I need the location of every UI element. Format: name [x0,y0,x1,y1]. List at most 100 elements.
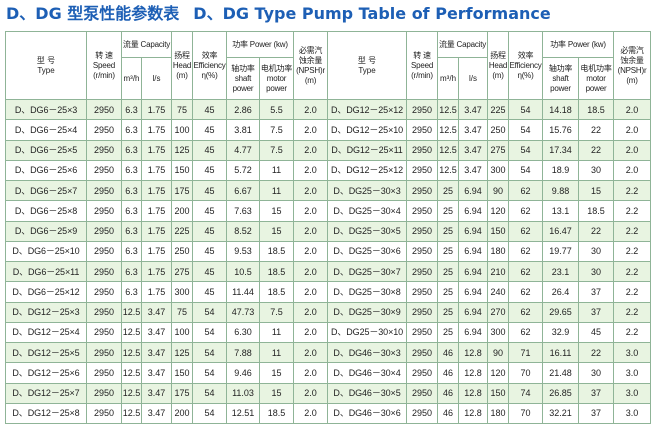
cell-right-shaft-power: 21.48 [542,362,580,384]
cell-left-speed: 2950 [86,321,122,344]
cell-right-npsh: 2.2 [613,301,652,323]
cell-right-model: D、DG25－30×5 [327,220,408,242]
cell-right-speed: 2950 [406,179,439,202]
cell-right-capacity-ls: 3.47 [458,98,489,121]
cell-right-motor-power: 37 [578,402,615,425]
cell-right-npsh: 3.0 [613,362,652,384]
cell-right-model: D、DG46－30×5 [327,382,408,404]
cell-right-motor-power: 37 [578,281,615,303]
table-row: D、DG12－25×3 2950 12.5 3.47 75 54 47.73 7.5 2.0 D、… [5,301,652,323]
cell-right-npsh: 2.0 [613,98,652,121]
header-shaft-left: 轴功率 shaft power [226,57,260,100]
cell-right-motor-power: 45 [578,321,615,344]
cell-right-shaft-power: 26.4 [542,281,580,303]
cell-left-capacity-m3h: 12.5 [121,402,142,425]
cell-right-capacity-m3h: 25 [437,301,460,323]
cell-left-npsh: 2.0 [293,260,329,283]
table-row: D、DG6－25×12 2950 6.3 1.75 300 45 11.44 18.5 2.0 D… [5,281,652,303]
cell-right-model: D、DG25－30×10 [327,321,408,344]
cell-right-npsh: 2.0 [613,119,652,141]
cell-right-speed: 2950 [406,260,439,283]
cell-right-capacity-m3h: 25 [437,281,460,303]
table-row: D、DG12－25×4 2950 12.5 3.47 100 54 6.30 11 2.0 D、D… [5,321,652,344]
cell-right-motor-power: 22 [578,139,615,161]
cell-right-shaft-power: 18.9 [542,159,580,182]
cell-right-shaft-power: 19.77 [542,240,580,263]
cell-left-capacity-m3h: 12.5 [121,362,142,384]
cell-left-shaft-power: 7.63 [226,200,260,222]
cell-left-speed: 2950 [86,98,122,121]
cell-right-shaft-power: 16.11 [542,341,580,364]
cell-right-motor-power: 30 [578,240,615,263]
table-row: D、DG6－25×8 2950 6.3 1.75 200 45 7.63 15 2.0 D、DG2… [5,200,652,222]
cell-left-capacity-m3h: 12.5 [121,382,142,404]
cell-right-shaft-power: 9.88 [542,179,580,202]
header-head-left: 扬程 Head (m) [171,31,193,100]
cell-left-motor-power: 15 [258,220,295,242]
cell-left-speed: 2950 [86,139,122,161]
cell-right-motor-power: 15 [578,179,615,202]
header-efficiency-left: 效率 Efficiency η(%) [192,31,227,100]
cell-left-npsh: 2.0 [293,362,329,384]
cell-left-speed: 2950 [86,159,122,182]
cell-left-head: 275 [171,260,193,283]
cell-left-model: D、DG12－25×6 [5,362,87,384]
cell-right-capacity-m3h: 46 [437,362,460,384]
cell-left-shaft-power: 12.51 [226,402,260,425]
cell-right-capacity-ls: 6.94 [458,321,489,344]
cell-left-head: 125 [171,139,193,161]
cell-right-model: D、DG12－25×12 [327,159,408,182]
cell-left-npsh: 2.0 [293,98,329,121]
cell-left-efficiency: 54 [192,382,227,404]
cell-right-speed: 2950 [406,321,439,344]
cell-right-shaft-power: 29.65 [542,301,580,323]
cell-left-capacity-ls: 3.47 [141,301,172,323]
header-unit-m3h-right: m³/h [437,57,460,100]
cell-right-shaft-power: 16.47 [542,220,580,242]
cell-left-capacity-m3h: 6.3 [121,240,142,263]
cell-left-capacity-m3h: 6.3 [121,200,142,222]
cell-right-speed: 2950 [406,402,439,425]
cell-right-shaft-power: 26.85 [542,382,580,404]
cell-right-model: D、DG25－30×3 [327,179,408,202]
cell-right-model: D、DG25－30×6 [327,240,408,263]
cell-right-model: D、DG46－30×6 [327,402,408,425]
cell-left-head: 150 [171,362,193,384]
cell-right-capacity-m3h: 25 [437,260,460,283]
cell-right-npsh: 2.2 [613,179,652,202]
header-speed-left: 转 速 Speed (r/min) [86,31,122,100]
cell-left-capacity-m3h: 6.3 [121,119,142,141]
cell-left-head: 75 [171,98,193,121]
cell-left-npsh: 2.0 [293,119,329,141]
cell-right-efficiency: 62 [508,179,544,202]
cell-left-model: D、DG6－25×5 [5,139,87,161]
cell-left-efficiency: 45 [192,220,227,242]
cell-left-capacity-ls: 3.47 [141,321,172,344]
cell-right-motor-power: 18.5 [578,200,615,222]
cell-left-npsh: 2.0 [293,382,329,404]
cell-right-model: D、DG25－30×8 [327,281,408,303]
cell-right-capacity-ls: 6.94 [458,240,489,263]
cell-right-capacity-ls: 3.47 [458,159,489,182]
cell-right-head: 225 [487,98,510,121]
cell-left-npsh: 2.0 [293,220,329,242]
cell-left-head: 175 [171,382,193,404]
header-capacity-right: 流量 Capacity [437,31,489,58]
header-head-right: 扬程 Head (m) [487,31,510,100]
cell-left-capacity-m3h: 12.5 [121,341,142,364]
cell-right-speed: 2950 [406,382,439,404]
table-row: D、DG6－25×5 2950 6.3 1.75 125 45 4.77 7.5 2.0 D、DG… [5,139,652,161]
cell-right-efficiency: 62 [508,281,544,303]
header-capacity-left: 流量 Capacity [121,31,172,58]
cell-right-efficiency: 62 [508,260,544,283]
cell-right-capacity-m3h: 25 [437,220,460,242]
cell-right-speed: 2950 [406,281,439,303]
cell-left-capacity-ls: 1.75 [141,98,172,121]
cell-left-npsh: 2.0 [293,281,329,303]
header-motor-left: 电机功率 motor power [258,57,295,100]
cell-left-efficiency: 54 [192,301,227,323]
cell-right-model: D、DG12－25×10 [327,119,408,141]
cell-left-head: 100 [171,321,193,344]
table-row: D、DG12－25×5 2950 12.5 3.47 125 54 7.88 11 2.0 D、D… [5,341,652,364]
cell-right-capacity-m3h: 12.5 [437,119,460,141]
